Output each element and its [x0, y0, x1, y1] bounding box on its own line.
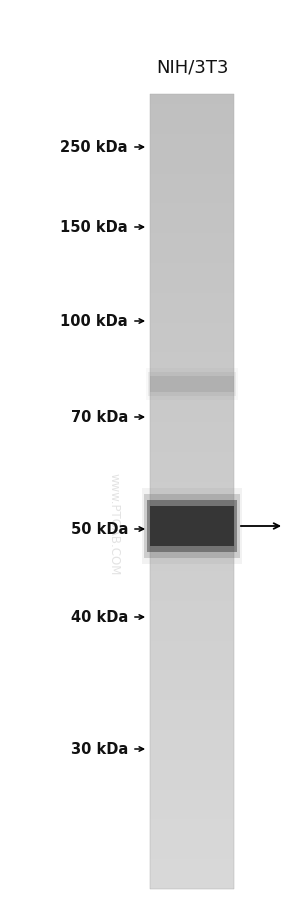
Bar — [150, 253, 234, 263]
Bar — [150, 680, 234, 691]
Text: 70 kDa: 70 kDa — [71, 410, 128, 425]
Text: www.PTGAB.COM: www.PTGAB.COM — [107, 472, 121, 575]
Bar — [150, 115, 234, 124]
Bar — [147, 501, 237, 552]
Bar — [150, 850, 234, 860]
Bar — [150, 323, 234, 333]
Bar — [150, 820, 234, 830]
Bar — [150, 373, 234, 382]
Bar — [150, 581, 234, 591]
Text: 50 kDa: 50 kDa — [70, 522, 128, 537]
Bar — [150, 224, 234, 234]
Bar — [150, 472, 234, 482]
Bar — [150, 263, 234, 273]
Bar — [150, 650, 234, 660]
Bar — [150, 124, 234, 134]
Bar — [146, 369, 238, 400]
Bar — [150, 551, 234, 561]
Bar — [150, 541, 234, 551]
Bar — [150, 780, 234, 790]
Text: 100 kDa: 100 kDa — [60, 314, 128, 329]
Bar — [150, 402, 234, 412]
Bar — [150, 95, 234, 889]
Bar — [150, 164, 234, 174]
Bar — [150, 442, 234, 452]
Bar — [150, 611, 234, 621]
Bar — [150, 392, 234, 402]
Bar — [150, 353, 234, 363]
Bar — [150, 382, 234, 392]
Bar — [150, 432, 234, 442]
Bar — [150, 422, 234, 432]
Bar — [148, 373, 236, 397]
Bar — [150, 521, 234, 531]
Bar — [150, 313, 234, 323]
Bar — [150, 154, 234, 164]
Bar — [144, 494, 240, 558]
Bar — [150, 621, 234, 630]
Bar — [150, 640, 234, 650]
Bar — [150, 343, 234, 353]
Bar — [150, 333, 234, 343]
Text: 150 kDa: 150 kDa — [60, 220, 128, 235]
Bar — [150, 800, 234, 810]
Bar — [150, 721, 234, 731]
Bar — [150, 840, 234, 850]
Bar — [150, 750, 234, 760]
Bar — [150, 511, 234, 521]
Bar — [150, 561, 234, 571]
Text: 250 kDa: 250 kDa — [61, 141, 128, 155]
Bar — [150, 452, 234, 462]
Bar — [150, 105, 234, 115]
Bar — [150, 601, 234, 611]
Bar — [150, 234, 234, 244]
Bar — [150, 462, 234, 472]
Bar — [150, 531, 234, 541]
Bar — [150, 412, 234, 422]
Bar — [150, 711, 234, 721]
Bar — [150, 174, 234, 184]
Bar — [150, 770, 234, 780]
Bar — [150, 810, 234, 820]
Bar — [142, 489, 242, 565]
Bar — [150, 731, 234, 741]
Bar — [150, 502, 234, 511]
Bar — [150, 860, 234, 870]
Bar — [150, 660, 234, 670]
Bar — [150, 630, 234, 640]
Bar — [150, 760, 234, 770]
Bar — [150, 691, 234, 701]
Bar — [150, 376, 234, 392]
Bar — [150, 283, 234, 293]
Text: 40 kDa: 40 kDa — [71, 610, 128, 625]
Bar — [150, 144, 234, 154]
Bar — [150, 506, 234, 547]
Bar — [150, 184, 234, 194]
Bar — [150, 363, 234, 373]
Bar — [150, 879, 234, 889]
Bar — [150, 134, 234, 144]
Bar — [150, 571, 234, 581]
Bar — [150, 273, 234, 283]
Text: NIH/3T3: NIH/3T3 — [156, 59, 228, 77]
Bar — [150, 214, 234, 224]
Bar — [150, 244, 234, 253]
Bar — [150, 95, 234, 105]
Bar — [150, 591, 234, 601]
Bar — [150, 492, 234, 502]
Bar — [150, 790, 234, 800]
Bar — [150, 482, 234, 492]
Bar — [150, 204, 234, 214]
Bar — [150, 293, 234, 303]
Bar — [150, 194, 234, 204]
Bar — [150, 670, 234, 680]
Bar — [150, 870, 234, 879]
Text: 30 kDa: 30 kDa — [71, 741, 128, 757]
Bar — [150, 701, 234, 711]
Bar — [150, 303, 234, 313]
Bar — [150, 741, 234, 750]
Bar — [150, 830, 234, 840]
